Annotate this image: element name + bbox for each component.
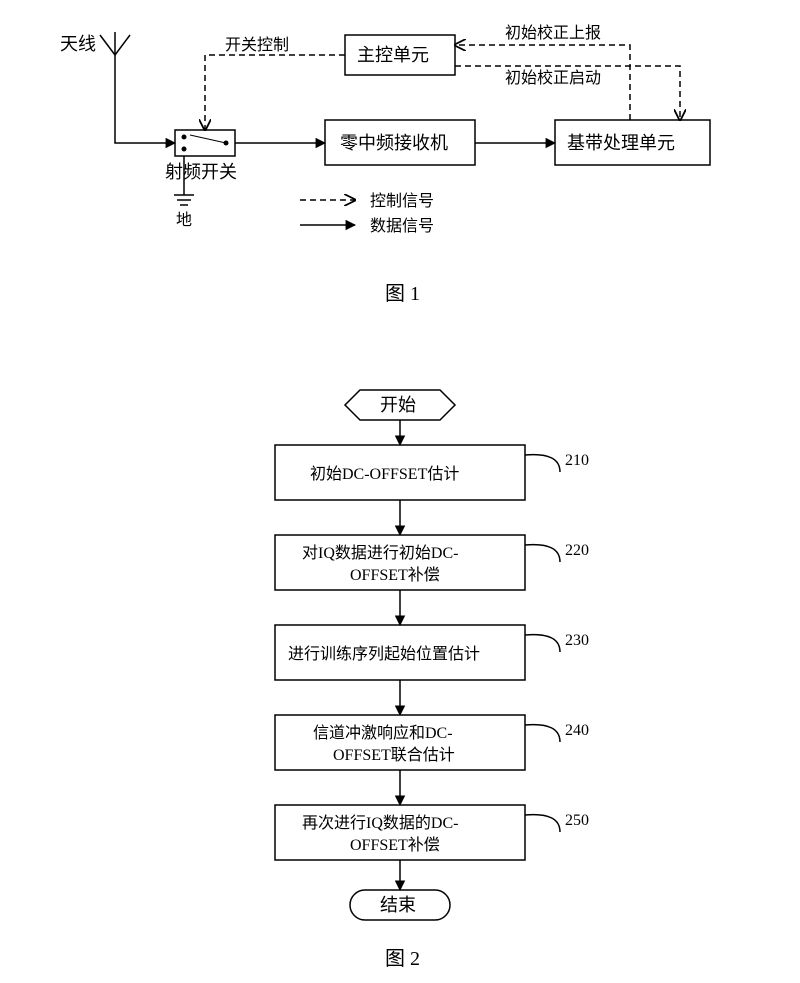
step-240-text-l1: 信道冲激响应和DC- [313,723,453,742]
step-210-text: 初始DC-OFFSET估计 [310,465,459,483]
report-label: 初始校正上报 [505,24,601,42]
baseband-label: 基带处理单元 [567,133,675,153]
legend-data: 数据信号 [370,217,434,235]
step-230-num: 230 [565,632,589,649]
antenna-label: 天线 [60,34,96,54]
start-label: 初始校正启动 [505,69,601,87]
step-240-text-l2: OFFSET联合估计 [333,746,455,764]
start-terminator: 开始 [345,390,455,420]
ground-label: 地 [176,211,192,229]
rf-switch-label: 射频开关 [165,162,237,182]
step-220: 对IQ数据进行初始DC- OFFSET补偿 220 [275,535,589,590]
end-terminator: 结束 [350,890,450,920]
step-210: 初始DC-OFFSET估计 210 [275,445,589,500]
switch-control-label: 开关控制 [225,36,289,54]
step-230: 进行训练序列起始位置估计 230 [275,625,589,680]
figure-2: 开始 初始DC-OFFSET估计 210 对IQ数据进行初始DC- OFFSET… [275,390,589,970]
ctrl-to-switch [205,55,345,130]
fig1-caption: 图 1 [385,283,420,305]
rf-switch-icon [182,135,229,152]
step-250: 再次进行IQ数据的DC- OFFSET补偿 250 [275,805,589,860]
step-230-text: 进行训练序列起始位置估计 [288,645,480,663]
step-220-text-l1: 对IQ数据进行初始DC- [302,544,458,562]
step-240-num: 240 [565,722,589,739]
antenna-to-switch [115,130,175,143]
step-220-text-l2: OFFSET补偿 [350,566,440,584]
step-250-text-l1: 再次进行IQ数据的DC- [302,814,458,832]
step-210-num: 210 [565,452,589,469]
fig2-caption: 图 2 [385,948,420,970]
end-label: 结束 [380,895,416,915]
step-250-text-l2: OFFSET补偿 [350,836,440,854]
step-250-num: 250 [565,812,589,829]
zero-if-label: 零中频接收机 [340,133,448,153]
start-label: 开始 [380,395,416,415]
step-240: 信道冲激响应和DC- OFFSET联合估计 240 [275,715,589,770]
main-ctrl-label: 主控单元 [357,45,429,65]
antenna-icon [100,32,130,130]
figure-1: 天线 射频开关 地 主控单元 [60,24,710,305]
legend-ctrl: 控制信号 [370,192,434,210]
step-220-num: 220 [565,542,589,559]
legend: 控制信号 数据信号 [300,192,434,235]
